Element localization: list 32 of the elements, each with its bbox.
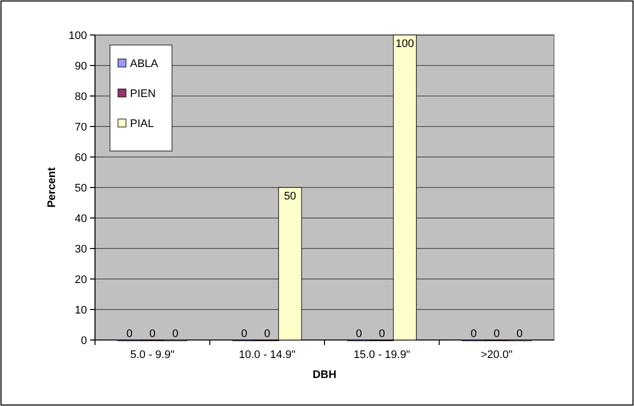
y-tick-label: 60: [74, 152, 87, 164]
data-label: 0: [149, 328, 156, 340]
y-tick-label: 90: [74, 60, 87, 72]
y-tick-label: 30: [74, 244, 87, 256]
data-label: 0: [516, 328, 523, 340]
y-tick-label: 50: [74, 182, 87, 194]
y-tick-label: 10: [74, 304, 87, 316]
data-label: 0: [356, 328, 362, 340]
y-tick-label: 40: [74, 213, 87, 225]
y-tick-label: 100: [68, 30, 87, 42]
data-label: 0: [241, 328, 248, 340]
legend-label: ABLA: [130, 58, 159, 70]
x-tick-label: 10.0 - 14.9": [238, 349, 296, 361]
y-tick-label: 0: [80, 335, 87, 347]
data-label: 0: [126, 328, 132, 340]
y-tick-label: 70: [74, 122, 87, 134]
x-tick-label: 5.0 - 9.9": [130, 349, 175, 361]
data-label: 0: [494, 328, 500, 340]
data-label: 0: [172, 328, 178, 340]
x-tick-label: 15.0 - 19.9": [354, 349, 410, 361]
y-tick-label: 80: [74, 91, 87, 103]
data-label: 0: [378, 328, 385, 340]
x-tick-label: >20.0": [480, 349, 513, 361]
data-label: 100: [396, 38, 414, 50]
data-label: 0: [264, 328, 270, 340]
data-label: 50: [284, 190, 296, 202]
y-tick-label: 20: [74, 274, 87, 286]
legend-label: PIAL: [130, 118, 154, 130]
y-axis-title: Percent: [46, 166, 58, 208]
legend-label: PIEN: [130, 88, 156, 100]
data-label: 0: [470, 328, 477, 340]
x-axis-title: DBH: [312, 369, 336, 381]
